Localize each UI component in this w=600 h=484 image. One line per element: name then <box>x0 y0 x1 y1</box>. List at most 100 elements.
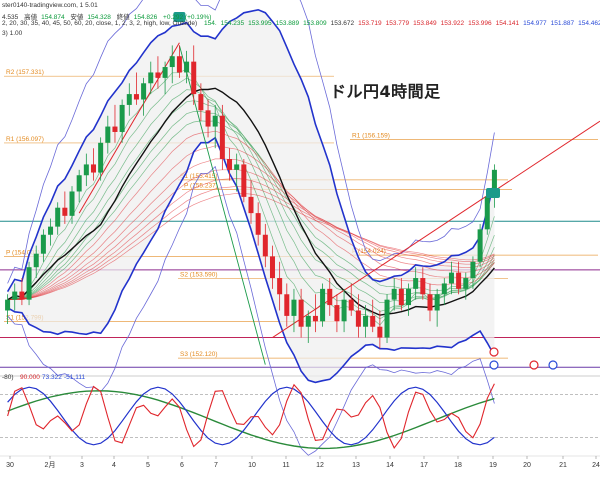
ema-fast-line <box>7 111 495 301</box>
x-tick-label: 30 <box>6 462 14 469</box>
event-flag-icon <box>529 360 539 370</box>
ma-value: 153.996 <box>468 20 492 27</box>
header-ohlc: 4.535 高値 154.874 安値 154.328 終値 154.826 +0.2… <box>2 14 212 21</box>
candle-body <box>327 288 333 306</box>
oscillator-label: -80) <box>2 374 14 381</box>
candle-body <box>434 294 440 311</box>
ema-fast-line <box>7 100 495 303</box>
bollinger-lower-3-line <box>7 165 495 456</box>
price-flag-marker <box>486 188 500 198</box>
candle-body <box>26 267 32 300</box>
candle-body <box>69 191 75 216</box>
x-tick-label: 19 <box>489 462 497 469</box>
ma-value: 154.141 <box>495 20 520 27</box>
event-flag-icon <box>489 347 499 357</box>
candle-body <box>384 299 390 338</box>
candle-body <box>363 315 369 327</box>
pivot-level-label: R1 (156.159) <box>352 133 390 140</box>
candle-body <box>234 164 240 170</box>
candle-body <box>262 234 268 257</box>
candle-body <box>284 294 290 316</box>
x-tick-label: 2月 <box>45 461 56 469</box>
x-tick-label: 18 <box>454 462 462 469</box>
ma-values-row: 154. 154.235 153.995 153.889 153.809 153.672 1… <box>204 20 600 27</box>
event-flag-icon <box>548 360 558 370</box>
ema-slow-line <box>7 158 495 301</box>
x-tick-label: 13 <box>352 462 360 469</box>
candle-body <box>241 164 247 197</box>
candle-body <box>477 229 483 262</box>
ma-value: 153.809 <box>303 20 327 27</box>
candle-body <box>141 83 147 100</box>
candle-body <box>155 72 161 78</box>
candle-body <box>441 283 447 295</box>
candle-body <box>119 104 125 132</box>
pivot-level-label: R2 (157.331) <box>6 69 44 76</box>
oscillator-green-line <box>7 390 495 450</box>
ema-slow-line <box>7 169 495 301</box>
chart-title: ドル円4時間足 <box>330 82 441 101</box>
candle-body <box>40 234 46 254</box>
ma-value: 153.719 <box>358 20 382 27</box>
bollinger-mid-line <box>7 87 495 316</box>
candle-body <box>305 315 311 327</box>
candle-body <box>62 207 68 216</box>
x-tick-label: 21 <box>559 462 567 469</box>
pivot-level-label: P (154.001) <box>6 249 40 256</box>
candle-body <box>198 94 204 111</box>
candle-body <box>427 294 433 311</box>
candle-body <box>55 207 61 227</box>
oscillator-label: 73.322 <box>42 374 62 381</box>
candle-body <box>398 288 404 306</box>
candle-body <box>463 278 469 289</box>
ma-value: 153.995 <box>248 20 272 27</box>
ma-value: 154.977 <box>523 20 547 27</box>
ma-value: 154.462 <box>578 20 600 27</box>
candle-body <box>277 278 283 295</box>
candle-body <box>334 305 340 322</box>
oscillator-blue-line <box>7 386 495 446</box>
pivot-level-label: S2 (153.590) <box>180 272 218 279</box>
candle-body <box>33 253 39 268</box>
x-tick-label: 12 <box>316 462 324 469</box>
candle-body <box>105 126 111 143</box>
candle-body <box>169 56 175 68</box>
candle-body <box>320 288 326 322</box>
candle-body <box>205 110 211 127</box>
candle-body <box>484 196 490 230</box>
x-tick-label: 7 <box>214 462 218 469</box>
candle-body <box>133 94 139 100</box>
candle-body <box>248 196 254 214</box>
x-tick-label: 14 <box>386 462 394 469</box>
x-tick-label: 4 <box>112 462 116 469</box>
candle-body <box>83 164 89 176</box>
candle-body <box>269 256 275 279</box>
x-tick-label: 6 <box>180 462 184 469</box>
oscillator-label: 90.000 <box>20 374 40 381</box>
candle-body <box>191 61 197 95</box>
x-tick-label: 3 <box>80 462 84 469</box>
oscillator-red-line <box>7 383 495 449</box>
candle-body <box>212 115 218 127</box>
candle-body <box>76 175 82 192</box>
ma-value: 153.779 <box>385 20 410 27</box>
candle-body <box>298 299 304 327</box>
trend-line <box>272 120 600 338</box>
pivot-level-label: R1 (156.097) <box>6 136 44 143</box>
bollinger-upper-line <box>6 8 496 293</box>
candle-body <box>420 278 426 295</box>
pivot-level-label: S3 (152.120) <box>180 351 218 358</box>
x-tick-label: 5 <box>146 462 150 469</box>
candle-body <box>491 169 497 197</box>
candle-body <box>406 288 412 306</box>
candle-body <box>90 164 96 173</box>
candle-body <box>148 72 154 84</box>
candle-body <box>456 272 462 289</box>
ma-value: 154. <box>204 20 217 27</box>
ma-value: 154.235 <box>220 20 245 27</box>
ma-value: 153.672 <box>330 20 355 27</box>
ema-slow-line <box>7 145 495 301</box>
candle-body <box>219 115 225 160</box>
ma-value: 151.887 <box>550 20 575 27</box>
